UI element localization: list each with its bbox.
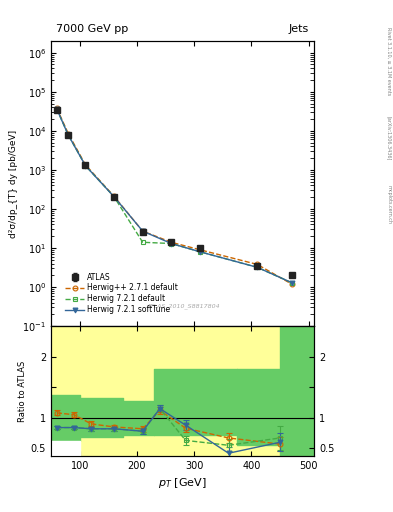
Text: [arXiv:1306.3436]: [arXiv:1306.3436] [386, 116, 391, 160]
Text: Jets: Jets [289, 24, 309, 34]
Line: Herwig 7.2.1 default: Herwig 7.2.1 default [54, 106, 294, 285]
Herwig 7.2.1 default [169, 241, 174, 247]
Herwig 7.2.1 default [83, 163, 88, 169]
Herwig++ 2.7.1 default [55, 105, 59, 111]
Herwig++ 2.7.1 default [289, 281, 294, 287]
Herwig 7.2.1 default [55, 106, 59, 112]
Herwig++ 2.7.1 default [169, 239, 174, 245]
Herwig 7.2.1 softTune [55, 106, 59, 112]
Herwig 7.2.1 default [289, 280, 294, 286]
Y-axis label: d²σ/dp_{T} dy [pb/GeV]: d²σ/dp_{T} dy [pb/GeV] [9, 130, 18, 238]
Herwig 7.2.1 default [140, 239, 145, 245]
Text: 7000 GeV pp: 7000 GeV pp [56, 24, 129, 34]
Text: mcplots.cern.ch: mcplots.cern.ch [386, 185, 391, 224]
Herwig 7.2.1 default [198, 249, 202, 255]
Line: Herwig++ 2.7.1 default: Herwig++ 2.7.1 default [54, 106, 294, 286]
Herwig++ 2.7.1 default [112, 193, 116, 199]
Herwig 7.2.1 default [112, 194, 116, 200]
Herwig++ 2.7.1 default [83, 162, 88, 168]
Herwig 7.2.1 default [255, 264, 259, 270]
Herwig 7.2.1 softTune [66, 132, 71, 138]
Herwig 7.2.1 softTune [83, 163, 88, 169]
Herwig 7.2.1 softTune [289, 280, 294, 286]
Legend: ATLAS, Herwig++ 2.7.1 default, Herwig 7.2.1 default, Herwig 7.2.1 softTune: ATLAS, Herwig++ 2.7.1 default, Herwig 7.… [63, 270, 180, 316]
Herwig 7.2.1 softTune [255, 264, 259, 270]
Herwig 7.2.1 softTune [198, 249, 202, 255]
Herwig 7.2.1 softTune [169, 241, 174, 247]
Herwig 7.2.1 softTune [112, 194, 116, 200]
Herwig++ 2.7.1 default [198, 247, 202, 253]
Herwig++ 2.7.1 default [66, 131, 71, 137]
Herwig++ 2.7.1 default [255, 261, 259, 267]
Line: Herwig 7.2.1 softTune: Herwig 7.2.1 softTune [54, 106, 294, 285]
Text: Rivet 3.1.10, ≥ 3.1M events: Rivet 3.1.10, ≥ 3.1M events [386, 27, 391, 96]
Herwig 7.2.1 default [66, 132, 71, 138]
Herwig 7.2.1 softTune [140, 228, 145, 234]
Text: ATLAS_2010_S8817804: ATLAS_2010_S8817804 [146, 303, 220, 309]
Herwig++ 2.7.1 default [140, 228, 145, 234]
X-axis label: $p_{T}$ [GeV]: $p_{T}$ [GeV] [158, 476, 207, 490]
Y-axis label: Ratio to ATLAS: Ratio to ATLAS [18, 360, 27, 421]
